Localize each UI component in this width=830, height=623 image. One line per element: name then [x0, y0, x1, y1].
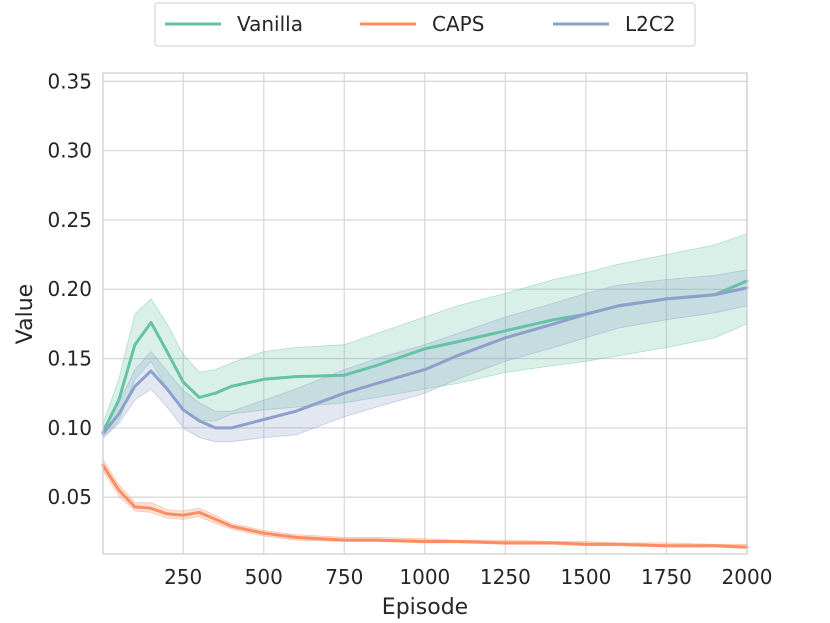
legend-box	[154, 2, 696, 47]
caps-line	[101, 463, 749, 549]
x-axis-label: Episode	[382, 595, 468, 620]
series-lines	[101, 279, 749, 549]
y-tick-label: 0.25	[47, 208, 92, 232]
y-tick-label: 0.05	[47, 485, 92, 509]
legend-label-l2c2: L2C2	[625, 12, 676, 36]
x-tick-label: 2000	[722, 565, 773, 589]
y-tick-label: 0.35	[47, 69, 92, 93]
x-tick-label: 1500	[560, 565, 611, 589]
l2c2-line	[101, 286, 749, 435]
y-tick-label: 0.15	[47, 347, 92, 371]
x-tick-labels: 250 500 750 1000 1250 1500 1750 2000	[164, 565, 772, 589]
legend-label-vanilla: Vanilla	[237, 12, 303, 36]
x-tick-label: 1000	[399, 565, 450, 589]
y-tick-label: 0.10	[47, 416, 92, 440]
legend-label-caps: CAPS	[432, 12, 484, 36]
y-tick-labels: 0.05 0.10 0.15 0.20 0.25 0.30 0.35	[47, 69, 92, 509]
x-tick-label: 250	[164, 565, 202, 589]
x-tick-label: 1250	[480, 565, 531, 589]
legend[interactable]: Vanilla CAPS L2C2	[154, 2, 696, 47]
x-tick-label: 750	[325, 565, 363, 589]
plot-frame	[102, 72, 748, 555]
x-tick-label: 1750	[641, 565, 692, 589]
y-tick-label: 0.20	[47, 277, 92, 301]
x-tick-label: 500	[245, 565, 283, 589]
y-axis-label: Value	[13, 284, 38, 344]
y-tick-label: 0.30	[47, 139, 92, 163]
